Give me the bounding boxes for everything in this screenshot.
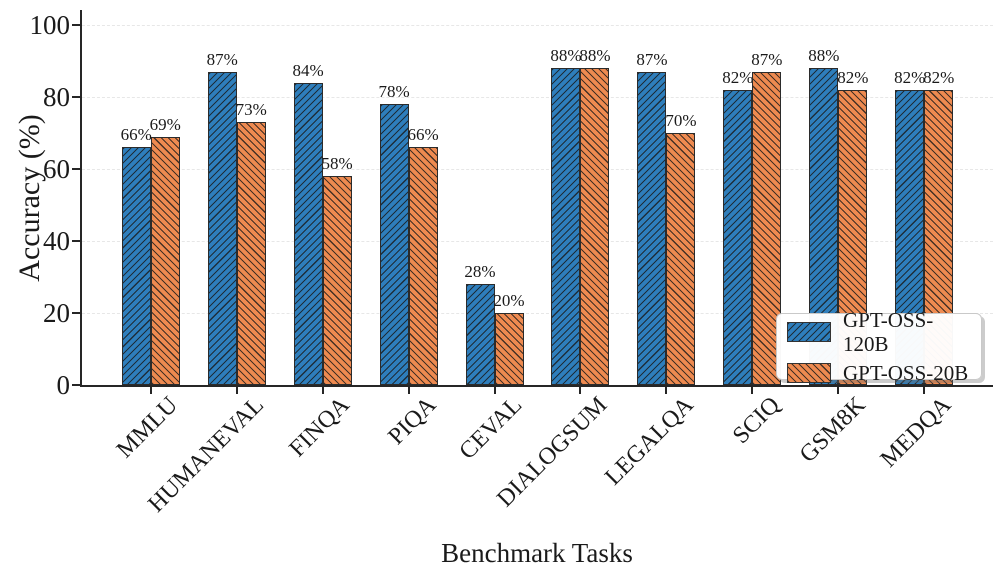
bar-gpt-oss-20b-legalqa <box>666 133 696 385</box>
gridline <box>82 313 993 314</box>
legend-entry-gpt-oss-120b: GPT-OSS-120B <box>787 308 971 356</box>
x-tick <box>923 387 926 394</box>
bar-value-label: 82% <box>923 67 955 87</box>
bar-gpt-oss-120b-humaneval <box>207 71 237 385</box>
bar-value-label: 82% <box>837 67 869 87</box>
x-tick <box>235 387 238 394</box>
gridline <box>82 169 993 170</box>
bar-value-label: 88% <box>579 46 611 66</box>
y-tick-label: 40 <box>43 226 70 256</box>
bar-gpt-oss-20b-mmlu <box>150 136 180 385</box>
bar-value-label: 82% <box>894 67 926 87</box>
bar-gpt-oss-20b-dialogsum <box>580 68 610 385</box>
x-tick <box>493 387 496 394</box>
legend-label-120b: GPT-OSS-120B <box>843 308 934 356</box>
bar-value-label: 82% <box>722 67 754 87</box>
bar-gpt-oss-120b-piqa <box>379 104 409 385</box>
bar-gpt-oss-120b-ceval <box>465 284 495 385</box>
bar-gpt-oss-20b-piqa <box>408 147 438 385</box>
y-tick-label: 60 <box>43 154 70 184</box>
y-tick <box>72 24 81 26</box>
bar-value-label: 28% <box>464 262 496 282</box>
y-axis-title: Accuracy (%) <box>13 114 46 282</box>
y-tick-label: 100 <box>29 10 71 40</box>
x-tick-label: LEGALQA <box>600 392 699 491</box>
bar-value-label: 87% <box>636 49 668 69</box>
bar-gpt-oss-120b-sciq <box>723 89 753 385</box>
x-tick-label: SCIQ <box>727 392 785 450</box>
x-tick <box>665 387 668 394</box>
bar-gpt-oss-20b-ceval <box>494 313 524 385</box>
bar-value-label: 78% <box>378 82 410 102</box>
y-tick <box>72 312 81 314</box>
y-tick <box>72 384 81 386</box>
x-tick-label: CEVAL <box>454 392 527 465</box>
legend-swatch-20b-icon <box>787 363 831 383</box>
x-tick <box>321 387 324 394</box>
bar-value-label: 58% <box>321 154 353 174</box>
x-tick-label: GSM8K <box>794 392 871 468</box>
bar-gpt-oss-120b-dialogsum <box>551 68 581 385</box>
y-tick-label: 0 <box>56 370 71 400</box>
legend-swatch-120b-icon <box>787 322 831 342</box>
bar-value-label: 69% <box>149 114 181 134</box>
legend-label-20b: GPT-OSS-20B <box>843 361 969 385</box>
x-tick-label: MEDQA <box>876 392 957 473</box>
bar-value-label: 20% <box>493 291 525 310</box>
x-tick <box>579 387 582 394</box>
y-tick <box>72 240 81 242</box>
bar-gpt-oss-120b-finqa <box>293 82 323 385</box>
x-tick-label: PIQA <box>382 392 441 450</box>
gridline <box>82 97 993 98</box>
y-tick-label: 80 <box>43 82 70 112</box>
bar-value-label: 66% <box>120 125 152 145</box>
x-tick-label: FINQA <box>284 392 356 463</box>
bar-value-label: 87% <box>751 49 783 69</box>
bar-gpt-oss-120b-legalqa <box>637 71 667 385</box>
bar-gpt-oss-120b-mmlu <box>121 147 151 385</box>
bar-value-label: 88% <box>808 46 840 66</box>
y-tick <box>72 168 81 170</box>
bar-value-label: 84% <box>292 60 324 80</box>
bar-gpt-oss-20b-finqa <box>322 176 352 385</box>
bar-value-label: 70% <box>665 111 697 130</box>
x-tick <box>837 387 840 394</box>
x-axis-line <box>80 385 993 387</box>
bar-gpt-oss-20b-humaneval <box>236 122 266 385</box>
bar-value-label: 88% <box>550 46 582 66</box>
bar-value-label: 87% <box>206 49 238 69</box>
x-tick <box>751 387 754 394</box>
x-tick-label: MMLU <box>111 392 184 464</box>
gridline <box>82 241 993 242</box>
x-axis-title: Benchmark Tasks <box>441 538 633 568</box>
legend-entry-gpt-oss-20b: GPT-OSS-20B <box>787 361 971 385</box>
bar-value-label: 73% <box>235 100 267 120</box>
legend: GPT-OSS-120B GPT-OSS-20B <box>776 308 982 385</box>
x-tick <box>407 387 410 394</box>
x-tick <box>149 387 152 394</box>
y-tick <box>72 96 81 98</box>
bar-value-label: 66% <box>407 125 439 145</box>
y-axis-line <box>80 10 82 387</box>
y-tick-label: 20 <box>43 298 70 328</box>
gridline <box>82 25 993 26</box>
